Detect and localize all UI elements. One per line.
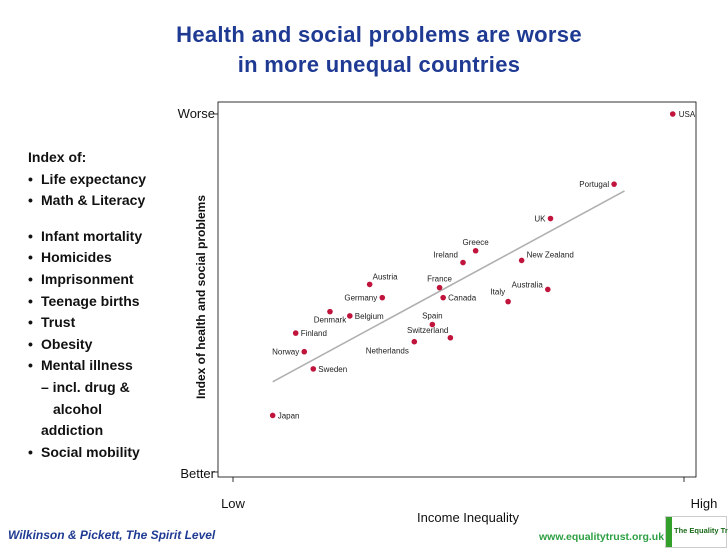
point-label-denmark: Denmark bbox=[314, 316, 347, 325]
data-point-greece bbox=[472, 247, 479, 254]
index-item-trust: Trust bbox=[28, 312, 188, 334]
chart-title-line1: Health and social problems are worse bbox=[176, 22, 582, 47]
point-label-new-zealand: New Zealand bbox=[527, 250, 574, 259]
mental-line1: Mental illness bbox=[41, 357, 133, 374]
website-link[interactable]: www.equalitytrust.org.uk bbox=[539, 531, 665, 543]
index-item-obesity: Obesity bbox=[28, 334, 188, 356]
data-point-denmark bbox=[327, 308, 333, 315]
index-item-infant-mortality: Infant mortality bbox=[28, 226, 188, 248]
point-label-usa: USA bbox=[679, 110, 696, 119]
point-label-portugal: Portugal bbox=[579, 180, 609, 189]
mental-line2: – incl. drug & bbox=[41, 378, 130, 395]
data-point-france bbox=[436, 284, 443, 291]
index-item-math-literacy: Math & Literacy bbox=[28, 190, 188, 212]
point-label-canada: Canada bbox=[448, 294, 477, 303]
chart-title-line2: in more unequal countries bbox=[237, 52, 521, 77]
point-label-austria: Austria bbox=[373, 272, 398, 281]
data-point-austria bbox=[366, 281, 373, 288]
point-label-uk: UK bbox=[534, 215, 546, 224]
point-label-sweden: Sweden bbox=[318, 365, 347, 374]
index-item-imprisonment: Imprisonment bbox=[28, 269, 188, 291]
point-label-spain: Spain bbox=[422, 312, 442, 321]
data-point-belgium bbox=[347, 313, 353, 319]
point-label-belgium: Belgium bbox=[355, 312, 384, 321]
x-tick-label-low: Low bbox=[221, 496, 245, 511]
point-label-italy: Italy bbox=[490, 288, 505, 297]
y-tick-label-better: Better bbox=[180, 466, 215, 481]
data-point-portugal bbox=[611, 181, 617, 187]
point-label-australia: Australia bbox=[512, 280, 544, 289]
data-point-netherlands bbox=[411, 338, 418, 345]
index-header: Index of: bbox=[28, 149, 87, 165]
point-label-finland: Finland bbox=[301, 329, 327, 338]
x-tick-label-high: High bbox=[691, 496, 718, 511]
x-axis-label: Income Inequality bbox=[417, 510, 519, 525]
data-point-usa bbox=[669, 111, 676, 117]
index-list: Index of: Life expectancy Math & Literac… bbox=[28, 147, 188, 463]
point-label-france: France bbox=[427, 275, 452, 284]
data-point-uk bbox=[547, 215, 554, 222]
index-item-teenage-births: Teenage births bbox=[28, 291, 188, 313]
index-item-life-expectancy: Life expectancy bbox=[28, 169, 188, 191]
data-points: USA Portugal UK New Zealand Greece Ireland Aus… bbox=[269, 110, 696, 420]
chart-axes: Worse Better Low High Income Inequality … bbox=[178, 101, 718, 525]
citation: Wilkinson & Pickett, The Spirit Level bbox=[8, 528, 216, 542]
mental-line4: addiction bbox=[41, 422, 104, 439]
data-point-ireland bbox=[460, 259, 466, 266]
data-point-australia bbox=[544, 286, 551, 293]
mental-line3: alcohol bbox=[53, 400, 103, 417]
y-tick-label-worse: Worse bbox=[178, 106, 215, 121]
equality-trust-logo: The Equality Trust bbox=[665, 516, 728, 548]
data-point-norway bbox=[301, 348, 308, 355]
y-axis-label: Index of health and social problems bbox=[194, 195, 208, 399]
point-label-greece: Greece bbox=[463, 238, 490, 247]
point-label-germany: Germany bbox=[344, 294, 377, 303]
data-point-japan bbox=[269, 412, 276, 419]
point-label-norway: Norway bbox=[272, 348, 299, 357]
index-item-mental-illness: Mental illness – incl. drug & alcohol ad… bbox=[28, 355, 188, 441]
index-item-homicides: Homicides bbox=[28, 247, 188, 269]
point-label-ireland: Ireland bbox=[434, 251, 458, 260]
data-point-finland bbox=[292, 330, 299, 336]
data-point-canada bbox=[440, 294, 446, 301]
data-point-switzerland bbox=[447, 334, 454, 341]
trend-line bbox=[272, 190, 625, 383]
point-label-japan: Japan bbox=[278, 411, 300, 420]
data-point-italy bbox=[505, 298, 511, 305]
index-item-social-mobility: Social mobility bbox=[28, 442, 188, 464]
plot-frame bbox=[217, 101, 697, 478]
point-label-netherlands: Netherlands bbox=[366, 347, 409, 356]
point-label-switzerland: Switzerland bbox=[407, 326, 448, 335]
data-point-new-zealand bbox=[518, 257, 525, 264]
logo-text: The Equality Trust bbox=[674, 526, 728, 535]
logo-bar bbox=[666, 517, 672, 547]
data-point-spain bbox=[429, 321, 436, 328]
data-point-germany bbox=[379, 294, 386, 301]
data-point-sweden bbox=[310, 366, 317, 372]
